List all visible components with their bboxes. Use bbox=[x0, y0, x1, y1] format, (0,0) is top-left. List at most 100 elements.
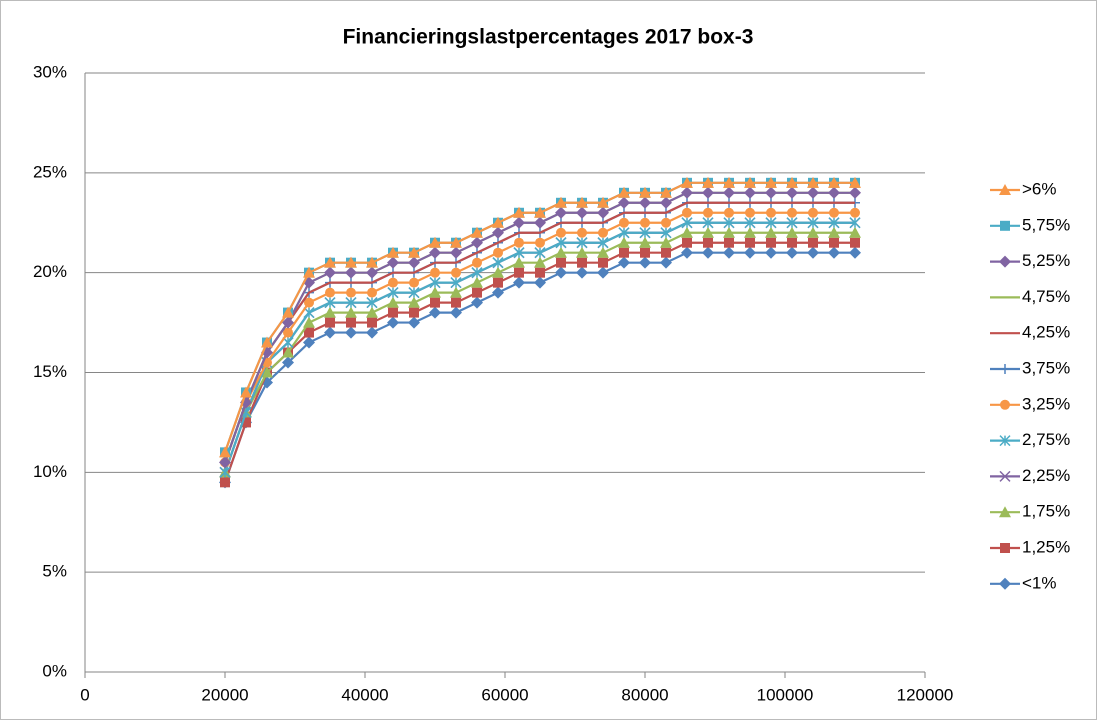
marker bbox=[535, 237, 545, 248]
marker bbox=[534, 276, 546, 289]
marker bbox=[640, 217, 650, 228]
marker bbox=[387, 256, 399, 269]
marker bbox=[577, 227, 587, 238]
marker bbox=[493, 247, 503, 258]
marker bbox=[744, 186, 756, 199]
marker bbox=[723, 217, 735, 229]
marker bbox=[702, 217, 714, 229]
x-tick-label: 0 bbox=[80, 685, 89, 704]
marker bbox=[219, 446, 231, 458]
marker bbox=[304, 327, 314, 338]
marker bbox=[535, 267, 545, 278]
marker bbox=[660, 236, 672, 248]
marker bbox=[408, 316, 420, 329]
marker bbox=[303, 266, 315, 278]
marker bbox=[744, 176, 756, 188]
y-tick-label: 30% bbox=[33, 62, 67, 81]
marker bbox=[765, 217, 777, 229]
marker bbox=[744, 226, 756, 238]
marker bbox=[345, 306, 357, 318]
marker bbox=[471, 236, 483, 249]
marker bbox=[387, 316, 399, 329]
marker bbox=[787, 207, 797, 218]
marker bbox=[598, 227, 608, 238]
marker bbox=[828, 176, 840, 188]
marker bbox=[724, 207, 734, 218]
y-tick-label: 5% bbox=[42, 562, 67, 581]
marker bbox=[345, 266, 357, 279]
marker bbox=[744, 246, 756, 259]
marker bbox=[807, 176, 819, 188]
marker bbox=[660, 227, 672, 239]
marker bbox=[555, 206, 567, 219]
y-tick-label: 25% bbox=[33, 162, 67, 181]
marker bbox=[366, 256, 378, 268]
marker bbox=[618, 256, 630, 269]
marker bbox=[766, 207, 776, 218]
marker bbox=[765, 226, 777, 238]
marker bbox=[325, 287, 335, 298]
x-tick-label: 20000 bbox=[201, 685, 248, 704]
marker bbox=[450, 236, 462, 248]
marker bbox=[661, 247, 671, 258]
marker bbox=[450, 246, 462, 259]
marker bbox=[324, 266, 336, 279]
marker bbox=[639, 196, 651, 209]
marker bbox=[451, 297, 461, 308]
marker bbox=[387, 246, 399, 258]
marker bbox=[786, 186, 798, 199]
y-tick-label: 0% bbox=[42, 661, 67, 680]
marker bbox=[1000, 220, 1010, 231]
marker bbox=[429, 236, 441, 248]
marker bbox=[681, 186, 693, 199]
marker bbox=[514, 267, 524, 278]
marker bbox=[388, 277, 398, 288]
marker bbox=[282, 316, 294, 329]
marker bbox=[576, 266, 588, 279]
marker bbox=[283, 327, 293, 338]
marker bbox=[682, 237, 692, 248]
marker bbox=[850, 207, 860, 218]
marker bbox=[388, 307, 398, 318]
marker bbox=[367, 317, 377, 328]
marker bbox=[450, 277, 462, 289]
marker bbox=[429, 286, 441, 298]
marker bbox=[576, 196, 588, 208]
marker bbox=[765, 246, 777, 259]
marker bbox=[576, 237, 588, 249]
marker bbox=[387, 287, 399, 299]
marker bbox=[282, 346, 294, 358]
series bbox=[220, 207, 860, 468]
marker bbox=[366, 326, 378, 339]
marker bbox=[534, 206, 546, 218]
legend-label: 2,75% bbox=[1022, 430, 1070, 449]
marker bbox=[556, 257, 566, 268]
marker bbox=[849, 176, 861, 188]
marker bbox=[555, 246, 567, 258]
marker bbox=[220, 477, 230, 488]
marker bbox=[807, 246, 819, 259]
marker bbox=[597, 246, 609, 258]
legend-label: 5,75% bbox=[1022, 215, 1070, 234]
marker bbox=[619, 247, 629, 258]
marker bbox=[492, 257, 504, 269]
marker bbox=[807, 217, 819, 229]
marker bbox=[619, 217, 629, 228]
marker bbox=[324, 256, 336, 268]
marker bbox=[639, 236, 651, 248]
marker bbox=[999, 506, 1011, 518]
y-tick-label: 20% bbox=[33, 262, 67, 281]
marker bbox=[597, 196, 609, 208]
y-tick-label: 15% bbox=[33, 362, 67, 381]
marker bbox=[366, 266, 378, 279]
marker bbox=[534, 247, 546, 259]
marker bbox=[849, 246, 861, 259]
marker bbox=[576, 206, 588, 219]
marker bbox=[303, 336, 315, 349]
marker bbox=[409, 307, 419, 318]
marker bbox=[430, 267, 440, 278]
series bbox=[223, 201, 855, 463]
marker bbox=[513, 256, 525, 268]
marker bbox=[324, 306, 336, 318]
